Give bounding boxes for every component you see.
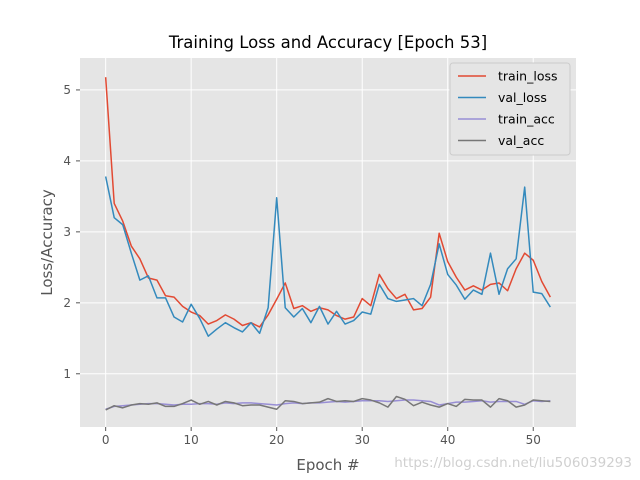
legend-label: val_loss (498, 90, 547, 105)
axis-ticks: 0 10 20 30 40 50 1 2 3 4 5 (63, 83, 541, 447)
y-tick-label: 4 (63, 154, 71, 168)
series-line-val-acc (105, 395, 551, 411)
x-tick-label: 40 (440, 433, 455, 447)
y-tick-label: 2 (63, 296, 71, 310)
series-line-val-loss (104, 176, 551, 337)
legend-label: train_acc (498, 112, 555, 127)
chart-title: Training Loss and Accuracy [Epoch 53] (168, 33, 487, 52)
y-tick-label: 3 (63, 225, 71, 239)
series-lines (104, 77, 551, 411)
legend-label: val_acc (498, 133, 544, 148)
y-axis-label: Loss/Accuracy (38, 189, 56, 296)
legend-label: train_loss (498, 69, 558, 84)
watermark: https://blog.csdn.net/liu506039293 (394, 455, 632, 471)
y-tick-label: 5 (63, 83, 71, 97)
x-tick-label: 10 (184, 433, 199, 447)
series-line-train-loss (104, 77, 551, 328)
legend: train_loss val_loss train_acc val_acc (449, 62, 571, 156)
x-tick-label: 30 (355, 433, 370, 447)
legend-box (449, 62, 571, 156)
x-tick-label: 20 (269, 433, 284, 447)
y-tick-label: 1 (63, 367, 71, 381)
x-tick-label: 0 (102, 433, 110, 447)
x-tick-label: 50 (526, 433, 541, 447)
x-axis-label: Epoch # (296, 456, 359, 474)
